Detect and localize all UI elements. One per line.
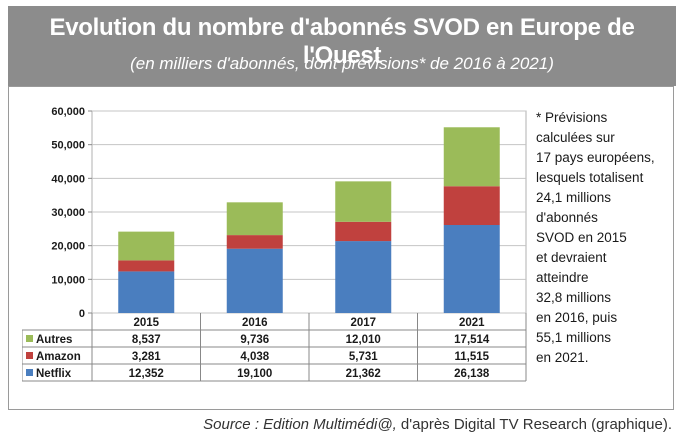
stacked-bar-chart: 0 10,000 20,000 30,000 40,000 50,000 60,000 201…	[22, 106, 527, 382]
bar-autres-2016	[226, 202, 283, 236]
data-label-autres: 17,514	[454, 334, 490, 346]
y-tick-label: 60,000	[51, 106, 85, 118]
bar-netflix-2016	[226, 248, 283, 313]
bar-amazon-2017	[335, 221, 392, 242]
y-tick-label: 40,000	[51, 173, 85, 185]
bar-netflix-2021	[443, 225, 500, 313]
legend-label-autres: Autres	[36, 334, 72, 346]
bar-netflix-2015	[118, 271, 175, 313]
legend-key-netflix	[26, 369, 33, 376]
note-line: 55,1 millions	[536, 330, 612, 345]
source-caption: Source : Edition Multimédi@, d'après Dig…	[203, 416, 672, 433]
note-line: en 2016, puis	[536, 310, 618, 325]
data-label-amazon: 11,515	[454, 351, 489, 363]
note-line: lesquels totalisent	[536, 170, 644, 185]
data-label-netflix: 26,138	[454, 368, 490, 380]
legend-key-autres	[26, 335, 33, 342]
bar-amazon-2016	[226, 235, 283, 249]
legend-label-amazon: Amazon	[36, 351, 81, 363]
source-italic: Source : Edition Multimédi@,	[203, 416, 397, 433]
note-line: 32,8 millions	[536, 290, 612, 305]
data-label-amazon: 4,038	[240, 351, 269, 363]
note-line: 17 pays européens,	[536, 150, 655, 165]
y-tick-label: 20,000	[51, 241, 85, 253]
note-line: 24,1 millions	[536, 190, 612, 205]
note-line: atteindre	[536, 270, 589, 285]
legend-key-amazon	[26, 352, 33, 359]
bar-amazon-2021	[443, 186, 500, 226]
chart-title: Evolution du nombre d'abonnés SVOD en Eu…	[49, 14, 635, 69]
note-line: * Prévisions	[536, 110, 608, 125]
bar-netflix-2017	[335, 241, 392, 313]
note-line: et devraient	[536, 250, 607, 265]
data-label-autres: 8,537	[132, 334, 161, 346]
legend-label-netflix: Netflix	[36, 368, 72, 380]
chart-subtitle: (en milliers d'abonnés, dont prévisions*…	[130, 54, 554, 73]
bar-autres-2017	[335, 181, 392, 222]
data-label-amazon: 3,281	[132, 351, 161, 363]
data-label-amazon: 5,731	[349, 351, 378, 363]
x-tick-label: 2016	[242, 317, 268, 329]
x-tick-label: 2017	[350, 317, 376, 329]
bar-amazon-2015	[118, 260, 175, 272]
note-line: SVOD en 2015	[536, 230, 627, 245]
note-line: en 2021.	[536, 350, 589, 365]
x-tick-label: 2015	[133, 317, 159, 329]
y-tick-label: 50,000	[51, 140, 85, 152]
data-label-netflix: 21,362	[346, 368, 381, 380]
note-line: calculées sur	[536, 130, 615, 145]
y-tick-label: 0	[79, 308, 85, 320]
data-label-autres: 12,010	[346, 334, 381, 346]
source-rest: d'après Digital TV Research (graphique).	[396, 416, 672, 433]
note-line: d'abonnés	[536, 210, 598, 225]
bar-autres-2021	[443, 127, 500, 187]
forecast-note: * Prévisions calculées sur 17 pays europée…	[536, 108, 676, 368]
x-tick-label: 2021	[459, 317, 485, 329]
data-label-netflix: 12,352	[129, 368, 164, 380]
header-band: Evolution du nombre d'abonnés SVOD en Eu…	[8, 6, 676, 86]
data-label-netflix: 19,100	[237, 368, 272, 380]
bar-autres-2015	[118, 231, 175, 261]
y-tick-label: 30,000	[51, 207, 85, 219]
y-tick-label: 10,000	[51, 274, 85, 286]
data-label-autres: 9,736	[240, 334, 269, 346]
